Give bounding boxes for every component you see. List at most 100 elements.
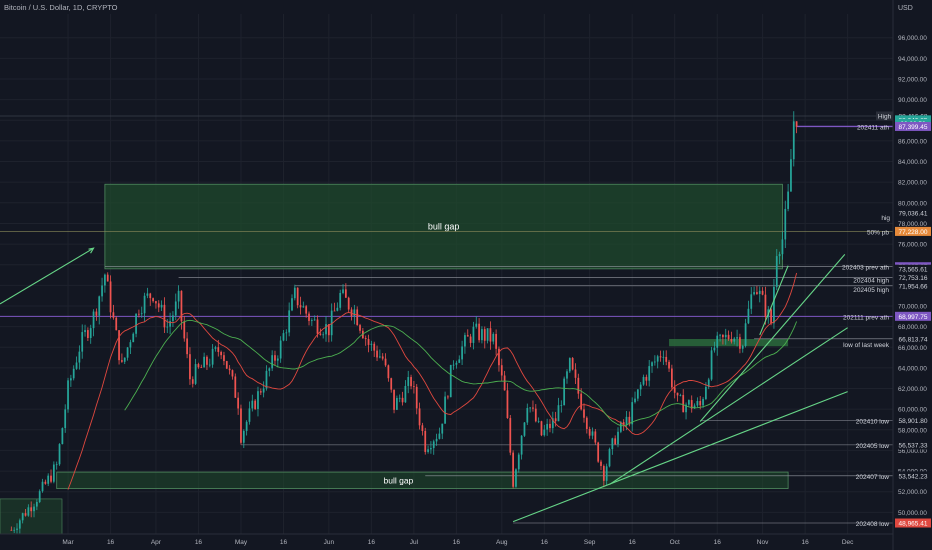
symbol-title: Bitcoin / U.S. Dollar, 1D, CRYPTO [4,3,118,12]
candle-body [21,513,24,521]
trend-line [759,265,789,336]
candle-body [177,290,180,302]
candle-body [194,364,197,384]
candle-body [373,343,376,351]
candle-body [251,400,254,409]
candle-body [208,364,211,366]
price-tag [895,440,931,450]
candle-body [237,397,240,409]
candle-body [750,294,753,309]
time-tick-label: Oct [670,539,680,546]
candle-body [370,343,373,345]
candle-body [364,338,367,340]
level-label: 202411 ath [857,124,889,131]
price-tick-label: 66,000.00 [898,345,927,352]
candle-body [78,351,81,363]
candle-body [291,298,293,311]
candle-body [778,254,781,257]
time-tick-label: Apr [151,539,162,546]
candle-body [92,311,95,329]
candle-body [203,356,205,368]
candle-body [231,370,234,377]
candle-body [600,461,602,466]
candle-body [197,364,200,368]
candle-body [747,308,750,324]
candle-body [498,348,500,366]
candle-body [753,292,755,295]
candle-body [282,333,285,341]
candle-body [736,337,738,339]
candle-body [583,409,585,418]
candle-body [566,371,568,379]
candle-body [781,239,784,255]
candle-body [27,507,30,516]
bull-gap-label: bull gap [384,475,414,485]
candle-body [407,377,410,386]
candle-body [489,328,492,342]
candle-body [645,376,648,381]
candle-body [478,323,480,341]
price-tag [895,415,931,425]
candle-body [396,397,398,410]
time-tick-label: 16 [802,539,810,546]
price-tick-label: 96,000.00 [898,35,927,42]
candle-body [61,428,64,445]
candle-body [716,335,719,348]
candle-body [296,287,299,306]
candle-body [55,464,58,466]
candle-body [72,368,75,379]
price-tag-label: 87,399.45 [899,124,928,131]
candle-body [129,342,132,348]
price-tag [895,334,931,344]
candle-body [515,469,517,487]
price-tag-label: 77,228.00 [899,229,928,236]
candle-body [795,121,798,127]
level-label: 202407 low [856,474,890,481]
grid [0,14,893,534]
candle-body [118,330,120,361]
candle-body [563,378,566,406]
price-tag [895,518,931,528]
candle-body [41,481,44,492]
time-tick-label: Nov [757,539,769,546]
candle-body [163,304,166,328]
candle-body [410,377,412,387]
candle-body [447,396,449,398]
price-tag-label: 66,813.74 [899,336,928,343]
candle-body [248,408,251,422]
candle-body [288,310,291,333]
price-tag [895,273,931,283]
level-label: 202111 prev ath [843,314,889,321]
level-label: High [878,113,892,120]
candle-body [608,449,611,467]
candle-body [89,328,92,339]
candle-body [10,529,13,531]
candle-body [299,305,302,308]
price-tick-label: 50,000.00 [898,510,927,517]
candle-body [617,431,619,445]
candle-body [381,356,384,359]
price-tick-label: 90,000.00 [898,97,927,104]
candle-body [418,408,421,426]
candle-body [656,356,659,362]
candle-body [571,358,574,370]
candle-body [455,362,458,365]
candle-body [744,323,747,346]
currency-label: USD [898,5,913,12]
time-tick-label: May [235,539,248,546]
candle-body [534,408,537,422]
candle-body [126,347,129,358]
time-tick-label: 16 [107,539,115,546]
candle-body [432,441,435,449]
candle-body [614,438,617,445]
candle-body [690,400,693,409]
time-tick-label: Mar [62,539,74,546]
candle-body [560,405,563,406]
candle-body [228,368,231,371]
price-axis[interactable]: 50,000.0052,000.0054,000.0056,000.0058,0… [892,0,932,550]
candle-body [605,466,608,481]
time-axis[interactable]: Mar 16 Apr 16 May 16 Jun 16 Jul 16 Aug 16 Sep 16 Oct 16… [0,533,893,546]
candle-body [634,398,636,403]
candle-body [140,313,143,315]
